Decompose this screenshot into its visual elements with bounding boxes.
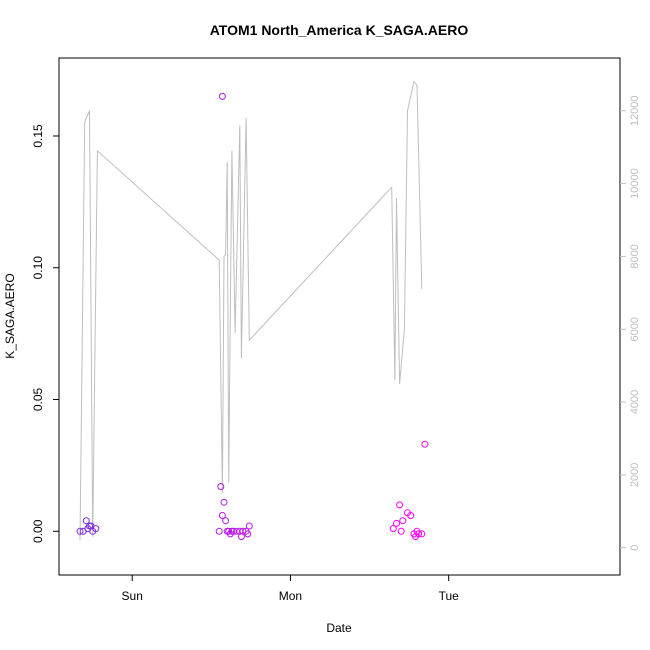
scatter-point (407, 512, 415, 519)
scatter-point (397, 527, 405, 535)
scatter-series-layer (76, 92, 429, 541)
scatter-point (218, 92, 226, 100)
y-tick-label: 0.15 (31, 124, 45, 148)
line-series-layer (79, 80, 423, 541)
plot-frame (58, 57, 621, 576)
y2-tick-label: 4000 (629, 390, 641, 414)
x-tick-label: Mon (279, 589, 302, 603)
scatter-point (418, 530, 426, 538)
scatter-point (399, 517, 407, 525)
scatter-point (218, 512, 226, 519)
scatter-point (389, 525, 397, 533)
y2-tick-label: 12000 (629, 95, 641, 126)
x-axis-label: Date (326, 621, 352, 635)
x-axis: Sun Mon Tue (122, 575, 460, 603)
line-series (79, 80, 423, 541)
y2-tick-label: 10000 (629, 168, 641, 199)
x-tick-label: Sun (122, 589, 143, 603)
y-axis-label: K_SAGA.AERO (3, 273, 17, 358)
scatter-point (220, 498, 228, 506)
y2-tick-label: 6000 (629, 317, 641, 341)
scatter-point (76, 527, 84, 535)
scatter-point (396, 501, 404, 509)
scatter-point (415, 530, 423, 538)
y2-tick-label: 8000 (629, 244, 641, 268)
scatter-point (82, 517, 90, 525)
y-tick-label: 0.00 (31, 519, 45, 543)
scatter-point (245, 522, 253, 530)
scatter-point (217, 483, 225, 490)
scatter-point (244, 530, 252, 538)
chart-title: ATOM1 North_America K_SAGA.AERO (210, 22, 469, 38)
y-tick-label: 0.05 (31, 388, 45, 412)
y-axis-right: 0 2000 4000 6000 8000 10000 12000 (620, 95, 641, 551)
y-tick-label: 0.10 (31, 256, 45, 280)
y2-tick-label: 2000 (629, 463, 641, 487)
x-tick-label: Tue (439, 589, 460, 603)
y2-tick-label: 0 (629, 545, 641, 551)
y-axis-left: 0.00 0.05 0.10 0.15 (31, 124, 59, 543)
scatter-point (421, 440, 429, 448)
scatter-point (92, 525, 100, 533)
scatter-point (222, 517, 230, 525)
scatter-point (393, 519, 400, 527)
scatter-point (215, 527, 223, 535)
